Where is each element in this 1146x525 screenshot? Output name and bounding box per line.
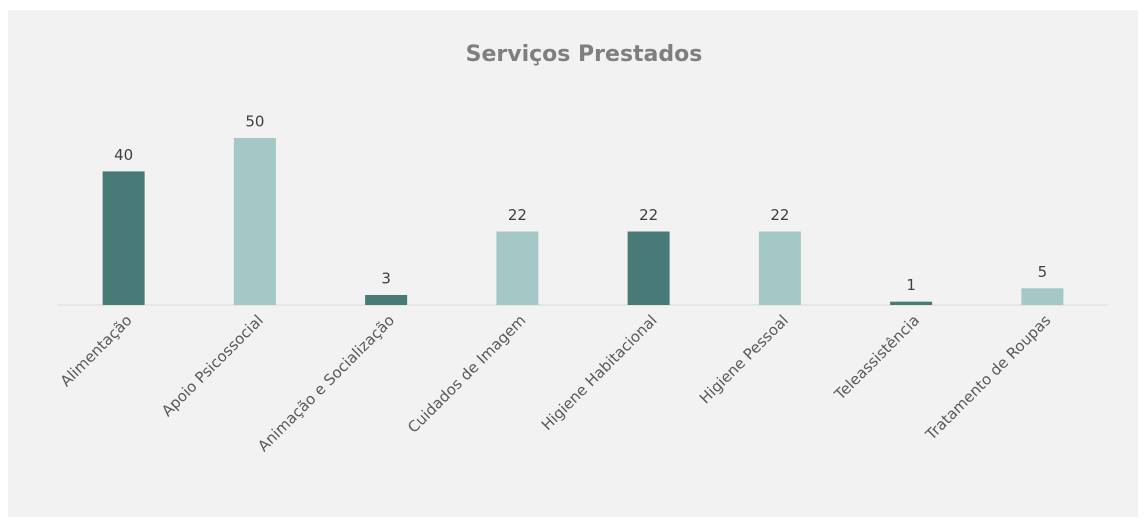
chart-title: Serviços Prestados bbox=[466, 42, 703, 67]
chart-background bbox=[8, 10, 1138, 517]
value-label: 1 bbox=[906, 276, 916, 294]
value-label: 22 bbox=[508, 206, 527, 224]
bar bbox=[233, 138, 276, 305]
bar bbox=[890, 301, 933, 305]
bar bbox=[758, 231, 801, 305]
bar bbox=[627, 231, 670, 305]
bar bbox=[102, 171, 145, 305]
value-label: 5 bbox=[1038, 263, 1048, 281]
value-label: 22 bbox=[770, 206, 789, 224]
value-label: 3 bbox=[381, 269, 391, 287]
bar bbox=[496, 231, 539, 305]
bar bbox=[365, 294, 408, 305]
value-label: 50 bbox=[245, 113, 264, 131]
value-label: 22 bbox=[639, 206, 658, 224]
bar bbox=[1021, 288, 1064, 305]
value-label: 40 bbox=[114, 146, 133, 164]
